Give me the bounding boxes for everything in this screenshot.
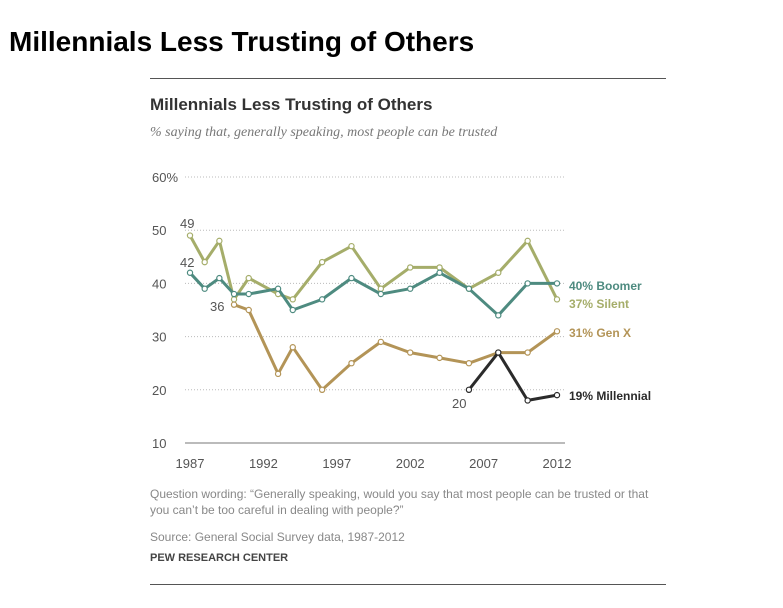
source-note: Source: General Social Survey data, 1987…	[150, 530, 405, 544]
question-wording-note: Question wording: “Generally speaking, w…	[150, 487, 649, 517]
data-point	[436, 269, 443, 276]
x-tick-label: 1987	[176, 456, 205, 471]
data-point	[495, 269, 502, 276]
data-point	[348, 242, 355, 250]
x-tick-label: 2012	[543, 456, 572, 471]
data-point	[524, 280, 531, 287]
data-point	[524, 349, 531, 356]
data-point	[407, 264, 414, 271]
data-point	[230, 296, 238, 303]
data-point	[495, 349, 502, 356]
pew-credit: PEW RESEARCH CENTER	[150, 552, 289, 564]
data-point	[318, 296, 326, 303]
chart-title: Millennials Less Trusting of Others	[150, 95, 433, 114]
data-point	[186, 269, 194, 276]
data-point	[289, 344, 296, 351]
data-point	[348, 360, 355, 367]
chart-subtitle: % saying that, generally speaking, most …	[150, 125, 498, 140]
data-point	[274, 370, 282, 378]
data-point	[216, 237, 223, 245]
data-point	[465, 386, 473, 393]
data-label: 36	[210, 299, 224, 314]
data-point	[553, 280, 561, 287]
y-tick-label: 10	[152, 436, 166, 451]
series-label: 19% Millennial	[569, 389, 651, 403]
data-point	[436, 354, 443, 362]
data-point	[553, 391, 561, 399]
data-point	[465, 285, 473, 292]
x-tick-label: 1992	[249, 456, 278, 471]
data-point	[245, 274, 252, 282]
data-point	[524, 237, 531, 245]
data-point	[524, 397, 531, 404]
data-point	[377, 285, 385, 292]
data-point	[230, 290, 238, 298]
data-point	[245, 306, 252, 314]
data-point	[553, 296, 561, 303]
x-tick-label: 2002	[396, 456, 425, 471]
series-label: 37% Silent	[569, 297, 629, 311]
data-point	[407, 285, 414, 292]
data-point	[465, 360, 473, 367]
data-point	[495, 312, 502, 319]
data-label: 49	[180, 216, 194, 231]
data-point	[377, 290, 385, 298]
data-label: 20	[452, 396, 466, 411]
top-divider	[150, 78, 666, 79]
data-point	[201, 258, 208, 266]
page-heading: Millennials Less Trusting of Others	[9, 26, 475, 57]
series-line-gen-x	[232, 303, 559, 392]
series-line-millennial	[467, 351, 559, 402]
data-point	[245, 290, 252, 298]
data-point	[289, 306, 296, 314]
y-tick-label: 60%	[152, 170, 178, 185]
data-point	[230, 301, 238, 308]
data-point	[289, 296, 296, 303]
y-tick-label: 50	[152, 223, 166, 238]
data-point	[201, 285, 208, 292]
data-point	[318, 386, 326, 393]
x-tick-label: 2007	[469, 456, 498, 471]
data-point	[186, 232, 194, 239]
series-label: 31% Gen X	[569, 326, 631, 340]
x-tick-label: 1997	[322, 456, 351, 471]
data-point	[377, 338, 385, 346]
data-point	[274, 285, 282, 292]
data-point	[318, 258, 326, 266]
data-point	[436, 264, 443, 271]
bottom-divider	[150, 584, 666, 585]
data-point	[348, 274, 355, 282]
series-label: 40% Boomer	[569, 279, 642, 293]
data-point	[407, 349, 414, 356]
y-tick-label: 20	[152, 383, 166, 398]
series-line-silent	[188, 234, 559, 301]
data-point	[216, 274, 223, 282]
series-line-boomer	[188, 271, 559, 317]
data-label: 42	[180, 255, 194, 270]
y-tick-label: 40	[152, 276, 166, 291]
data-point	[553, 328, 561, 335]
y-tick-label: 30	[152, 330, 166, 345]
